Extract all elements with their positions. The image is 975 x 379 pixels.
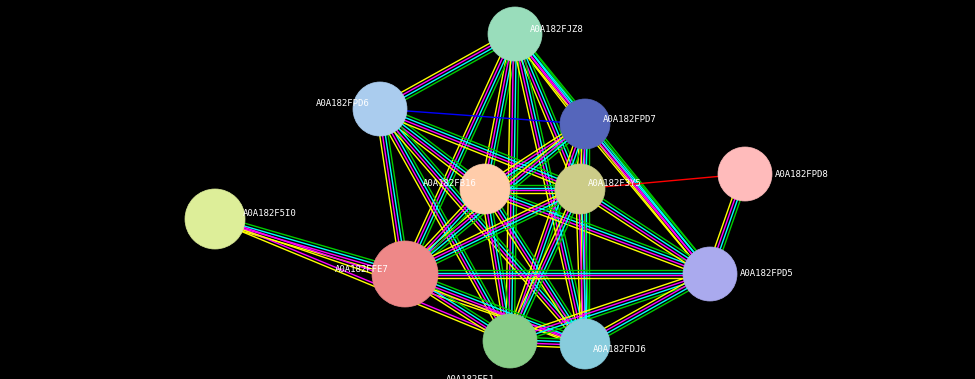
Text: A0A182FDJ6: A0A182FDJ6 xyxy=(593,345,646,354)
Text: A0A182FJZ8: A0A182FJZ8 xyxy=(530,25,584,33)
Text: A0A182FPD7: A0A182FPD7 xyxy=(604,114,657,124)
Text: A0A182FEJ: A0A182FEJ xyxy=(446,376,494,379)
Circle shape xyxy=(555,164,605,214)
Text: A0A182FPD5: A0A182FPD5 xyxy=(740,269,794,279)
Text: A0A182F3Y5: A0A182F3Y5 xyxy=(588,180,642,188)
Text: A0A182FPD6: A0A182FPD6 xyxy=(316,100,370,108)
Circle shape xyxy=(372,241,438,307)
Circle shape xyxy=(460,164,510,214)
Text: A0A182FB16: A0A182FB16 xyxy=(423,180,477,188)
Circle shape xyxy=(718,147,772,201)
Circle shape xyxy=(560,99,610,149)
Circle shape xyxy=(483,314,537,368)
Circle shape xyxy=(488,7,542,61)
Text: A0A182FFE7: A0A182FFE7 xyxy=(335,265,389,274)
Circle shape xyxy=(185,189,245,249)
Circle shape xyxy=(353,82,407,136)
Circle shape xyxy=(560,319,610,369)
Circle shape xyxy=(683,247,737,301)
Text: A0A182F5I0: A0A182F5I0 xyxy=(243,210,296,219)
Text: A0A182FPD8: A0A182FPD8 xyxy=(775,169,829,179)
